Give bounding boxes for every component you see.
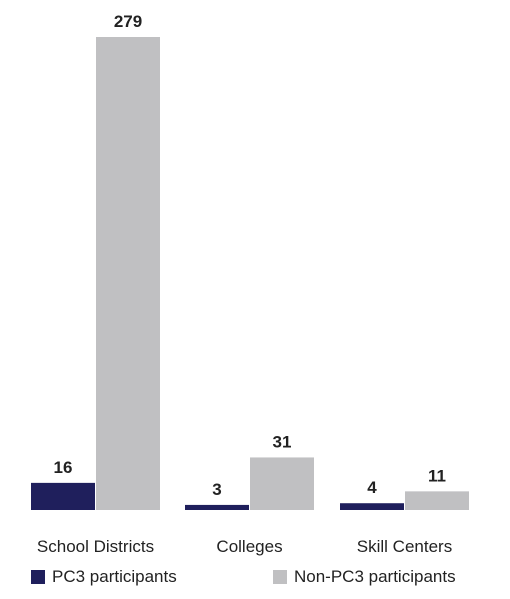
category-label-colleges: Colleges xyxy=(216,537,282,556)
bar-non-pc3-participants-school-districts xyxy=(96,37,160,510)
data-label-non-pc3-participants-skill-centers: 11 xyxy=(428,466,446,485)
data-label-non-pc3-participants-colleges: 31 xyxy=(273,432,292,451)
value-labels-layer: 16 279 3 31 4 11 xyxy=(54,12,446,499)
data-label-pc3-participants-colleges: 3 xyxy=(212,480,221,499)
data-label-non-pc3-participants-school-districts: 279 xyxy=(114,12,142,31)
category-label-skill-centers: Skill Centers xyxy=(357,537,452,556)
bar-pc3-participants-skill-centers xyxy=(340,503,404,510)
bars-layer xyxy=(31,37,469,510)
data-label-pc3-participants-school-districts: 16 xyxy=(54,458,73,477)
data-label-pc3-participants-skill-centers: 4 xyxy=(367,478,377,497)
legend-swatch-non-pc3-participants xyxy=(273,570,287,584)
category-labels-layer: School Districts Colleges Skill Centers xyxy=(37,537,452,556)
legend-label-non-pc3-participants: Non-PC3 participants xyxy=(294,567,456,586)
bar-pc3-participants-school-districts xyxy=(31,482,95,510)
legend: PC3 participants Non-PC3 participants xyxy=(31,567,456,586)
category-label-school-districts: School Districts xyxy=(37,537,154,556)
bar-non-pc3-participants-skill-centers xyxy=(405,491,469,510)
legend-label-pc3-participants: PC3 participants xyxy=(52,567,177,586)
bar-non-pc3-participants-colleges xyxy=(250,457,314,510)
legend-swatch-pc3-participants xyxy=(31,570,45,584)
bar-pc3-participants-colleges xyxy=(185,504,249,510)
